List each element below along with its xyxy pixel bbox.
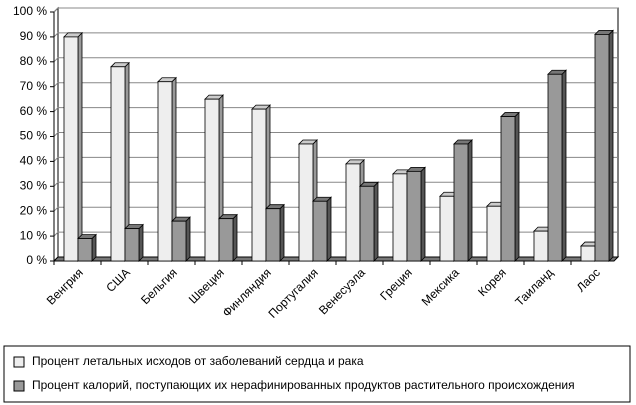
bar bbox=[453, 143, 469, 262]
grid-line bbox=[53, 7, 618, 13]
grid-line bbox=[53, 82, 618, 88]
grid-line bbox=[53, 181, 618, 187]
legend-swatch bbox=[13, 356, 25, 368]
bar-side bbox=[138, 223, 144, 262]
bar bbox=[359, 185, 375, 262]
bar bbox=[533, 230, 549, 262]
bar-side bbox=[326, 196, 332, 262]
bar bbox=[110, 66, 126, 262]
bar bbox=[594, 34, 610, 262]
bar bbox=[486, 205, 502, 262]
bar bbox=[63, 36, 79, 262]
y-tick-label: 50 % bbox=[20, 129, 48, 143]
y-tick-label: 100 % bbox=[13, 4, 47, 18]
bar bbox=[157, 81, 173, 262]
y-tick-label: 30 % bbox=[20, 178, 48, 192]
grid-line bbox=[53, 132, 618, 137]
bar bbox=[171, 220, 187, 262]
grid-line bbox=[53, 32, 618, 38]
grid-line bbox=[53, 107, 618, 112]
bar-side bbox=[232, 213, 238, 262]
bar bbox=[218, 218, 234, 262]
bar bbox=[345, 163, 361, 262]
bar-side bbox=[561, 69, 567, 262]
grid-line bbox=[53, 156, 618, 162]
legend-label: Процент летальных исходов от заболеваний… bbox=[32, 354, 364, 368]
bar-side bbox=[279, 203, 285, 262]
floor bbox=[52, 256, 620, 262]
y-tick-label: 20 % bbox=[20, 203, 48, 217]
grid-line bbox=[53, 231, 618, 237]
bar bbox=[77, 238, 93, 262]
bar bbox=[265, 208, 281, 262]
bar-side bbox=[185, 216, 191, 262]
bar-side bbox=[420, 166, 426, 262]
bar bbox=[312, 200, 328, 262]
bar-side bbox=[514, 111, 520, 262]
bar bbox=[124, 228, 140, 262]
y-tick-label: 80 % bbox=[20, 54, 48, 68]
y-tick-label: 0 % bbox=[26, 253, 47, 267]
bar bbox=[406, 170, 422, 262]
y-tick-label: 70 % bbox=[20, 79, 48, 93]
grid-line bbox=[53, 57, 618, 63]
bar bbox=[439, 195, 455, 262]
y-tick-label: 10 % bbox=[20, 228, 48, 242]
bar bbox=[580, 245, 596, 262]
bar-side bbox=[608, 29, 614, 262]
grid-line bbox=[53, 206, 618, 212]
legend-label: Процент калорий, поступающих их нерафини… bbox=[32, 378, 575, 392]
legend-swatch bbox=[13, 380, 25, 392]
legend-box bbox=[3, 345, 631, 403]
y-tick-label: 60 % bbox=[20, 104, 48, 118]
bar-side bbox=[467, 139, 473, 262]
bar bbox=[204, 98, 220, 262]
y-tick-label: 90 % bbox=[20, 29, 48, 43]
bar-side bbox=[373, 181, 379, 262]
bar bbox=[500, 116, 516, 262]
bar bbox=[547, 73, 563, 262]
bar-side bbox=[77, 31, 83, 262]
bar bbox=[298, 143, 314, 262]
bar bbox=[251, 108, 267, 262]
y-tick-label: 40 % bbox=[20, 154, 48, 168]
bar bbox=[392, 173, 408, 262]
